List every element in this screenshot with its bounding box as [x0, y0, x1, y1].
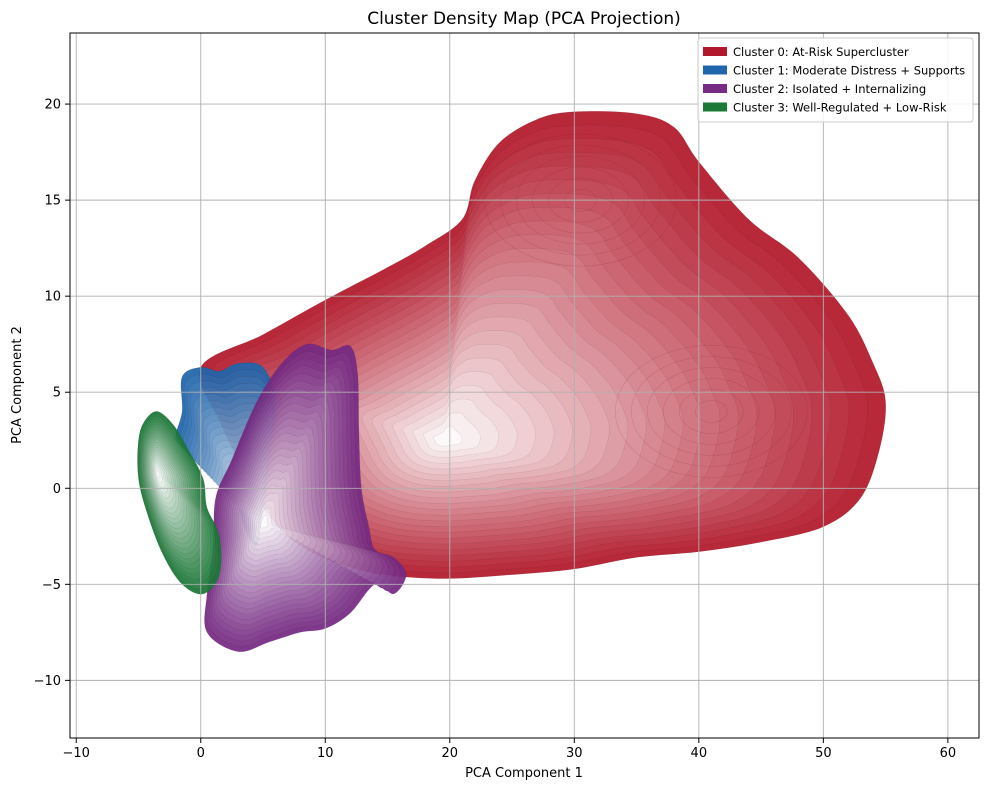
- legend-swatch: [703, 102, 727, 112]
- x-tick-label: 50: [815, 746, 832, 761]
- y-tick-label: 15: [44, 194, 61, 209]
- y-tick-label: −5: [42, 578, 61, 593]
- x-tick-label: −10: [63, 746, 90, 761]
- density-cluster-3: [137, 411, 222, 595]
- x-tick-label: 20: [442, 746, 459, 761]
- chart-title: Cluster Density Map (PCA Projection): [367, 9, 681, 29]
- density-contour-level: [156, 469, 161, 479]
- density-cluster-0: [198, 110, 887, 579]
- legend-swatch: [703, 65, 727, 75]
- density-mode-ring: [646, 367, 776, 456]
- legend: Cluster 0: At-Risk Supercluster Cluster 1…: [697, 37, 974, 123]
- y-tick-label: 5: [53, 386, 61, 401]
- y-tick-label: 20: [44, 98, 61, 113]
- legend-swatch: [703, 84, 727, 93]
- density-mode-ring: [662, 378, 760, 445]
- density-contour-level: [433, 426, 463, 447]
- density-mode-ring: [614, 345, 808, 478]
- legend-swatch: [703, 47, 727, 56]
- density-mode-ring: [678, 389, 744, 434]
- plot-frame: [69, 32, 980, 739]
- x-tick-label: 10: [317, 746, 334, 761]
- y-axis-label: PCA Component 2: [10, 326, 25, 444]
- density-cluster-2: [204, 343, 407, 653]
- legend-entry-label: Cluster 3: Well-Regulated + Low-Risk: [733, 101, 947, 115]
- x-axis-label: PCA Component 1: [465, 766, 583, 781]
- density-contour-level: [260, 515, 270, 529]
- x-tick-label: 40: [691, 746, 708, 761]
- density-mode-ring: [694, 400, 728, 423]
- x-tick-label: 60: [940, 746, 957, 761]
- plot-area: [69, 32, 980, 739]
- x-tick-label: 0: [197, 746, 205, 761]
- y-tick-label: 0: [53, 482, 61, 497]
- legend-entry-label: Cluster 0: At-Risk Supercluster: [733, 45, 909, 59]
- x-tick-label: 30: [566, 746, 583, 761]
- y-tick-label: −10: [34, 674, 61, 689]
- legend-entry-label: Cluster 1: Moderate Distress + Supports: [733, 64, 965, 78]
- y-tick-label: 10: [44, 290, 61, 305]
- legend-entry-label: Cluster 2: Isolated + Internalizing: [733, 82, 926, 96]
- density-mode-ring: [630, 356, 792, 467]
- y-axis: −10 −5 0 5 10 15 20: [34, 98, 70, 689]
- x-axis: −10 0 10 20 30 40 50 60: [63, 738, 957, 761]
- density-layer: [137, 110, 887, 653]
- legend-box: [697, 37, 974, 123]
